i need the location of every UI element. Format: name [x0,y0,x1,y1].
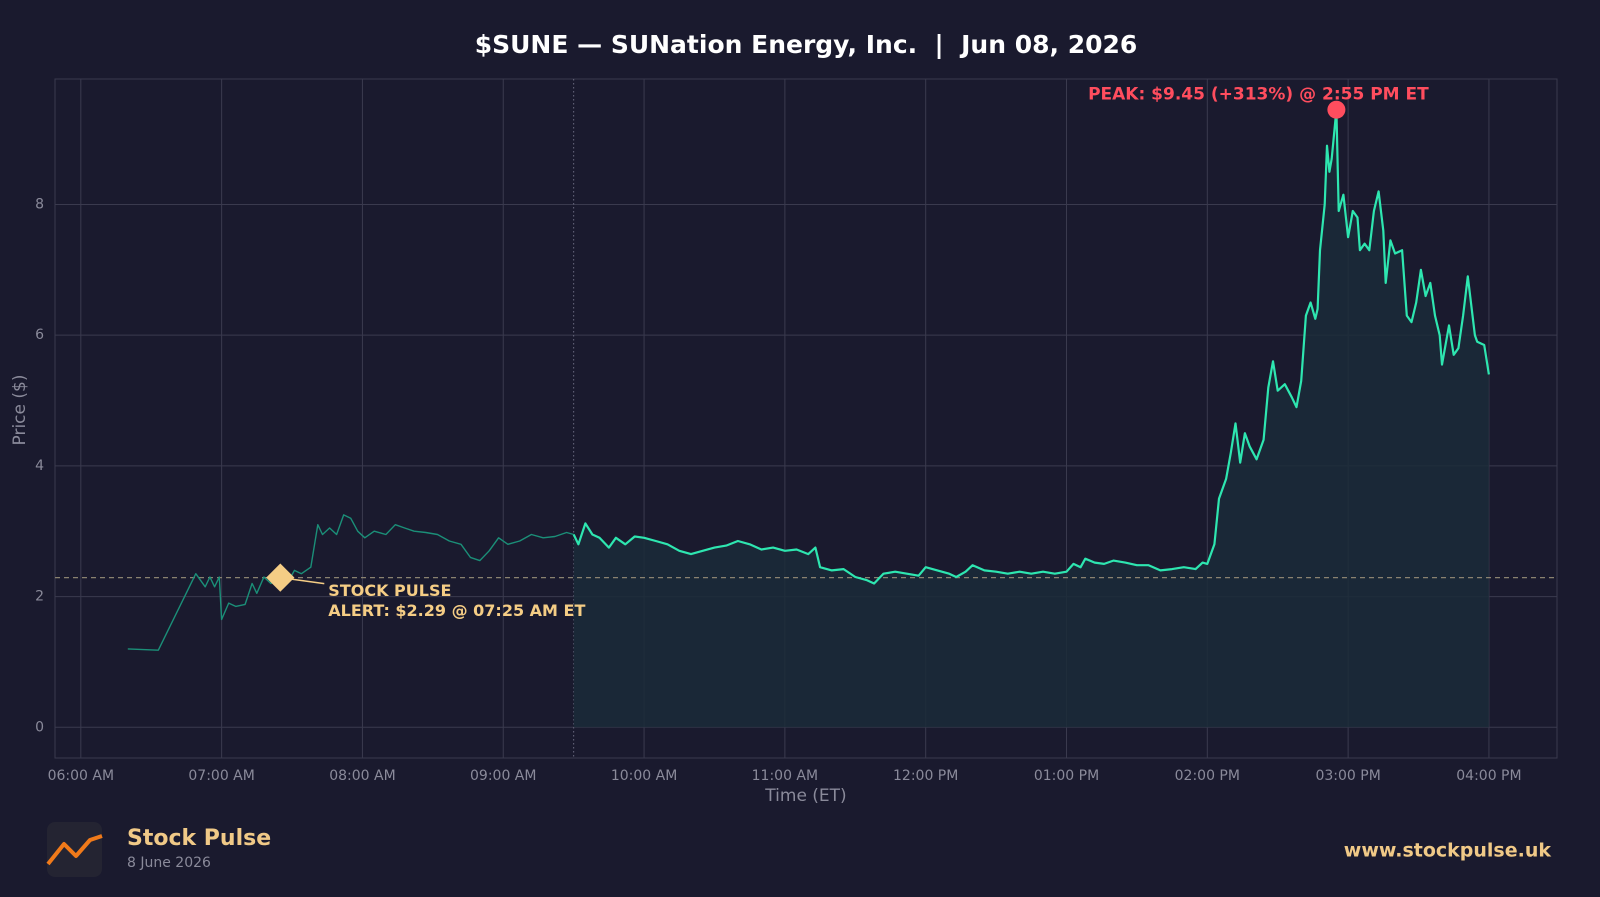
y-tick-label: 4 [35,458,44,474]
x-axis-label: Time (ET) [764,786,846,806]
x-tick-label: 11:00 AM [752,768,818,784]
alert-annotation: ALERT: $2.29 @ 07:25 AM ET [328,601,585,620]
x-tick-label: 01:00 PM [1034,768,1099,784]
y-tick-label: 0 [35,719,44,735]
logo-box [47,822,102,877]
peak-marker [1327,100,1346,119]
y-tick-label: 6 [35,327,44,343]
brand-name: Stock Pulse [127,826,271,851]
plot-area [54,78,1558,759]
alert-annotation: STOCK PULSE [328,581,451,600]
y-tick-label: 8 [35,196,44,212]
x-tick-label: 09:00 AM [470,768,536,784]
x-tick-label: 07:00 AM [188,768,254,784]
x-tick-label: 08:00 AM [329,768,395,784]
website: www.stockpulse.uk [1344,840,1552,862]
x-tick-label: 04:00 PM [1456,768,1521,784]
x-tick-label: 02:00 PM [1175,768,1240,784]
x-tick-label: 03:00 PM [1315,768,1380,784]
price-line [572,108,1490,585]
x-tick-label: 10:00 AM [611,768,677,784]
x-tick-label: 12:00 PM [893,768,958,784]
premarket-line [127,514,574,651]
y-tick-label: 2 [35,589,44,605]
logo-icon [46,834,103,866]
alert-marker [266,563,295,592]
y-axis-label: Price ($) [10,375,30,446]
logo [46,822,103,877]
session-area [573,109,1489,728]
brand-date: 8 June 2026 [127,855,211,871]
peak-annotation: PEAK: $9.45 (+313%) @ 2:55 PM ET [1088,85,1429,105]
chart-title: $SUNE — SUNation Energy, Inc. | Jun 08, … [475,30,1138,59]
x-tick-label: 06:00 AM [48,768,114,784]
